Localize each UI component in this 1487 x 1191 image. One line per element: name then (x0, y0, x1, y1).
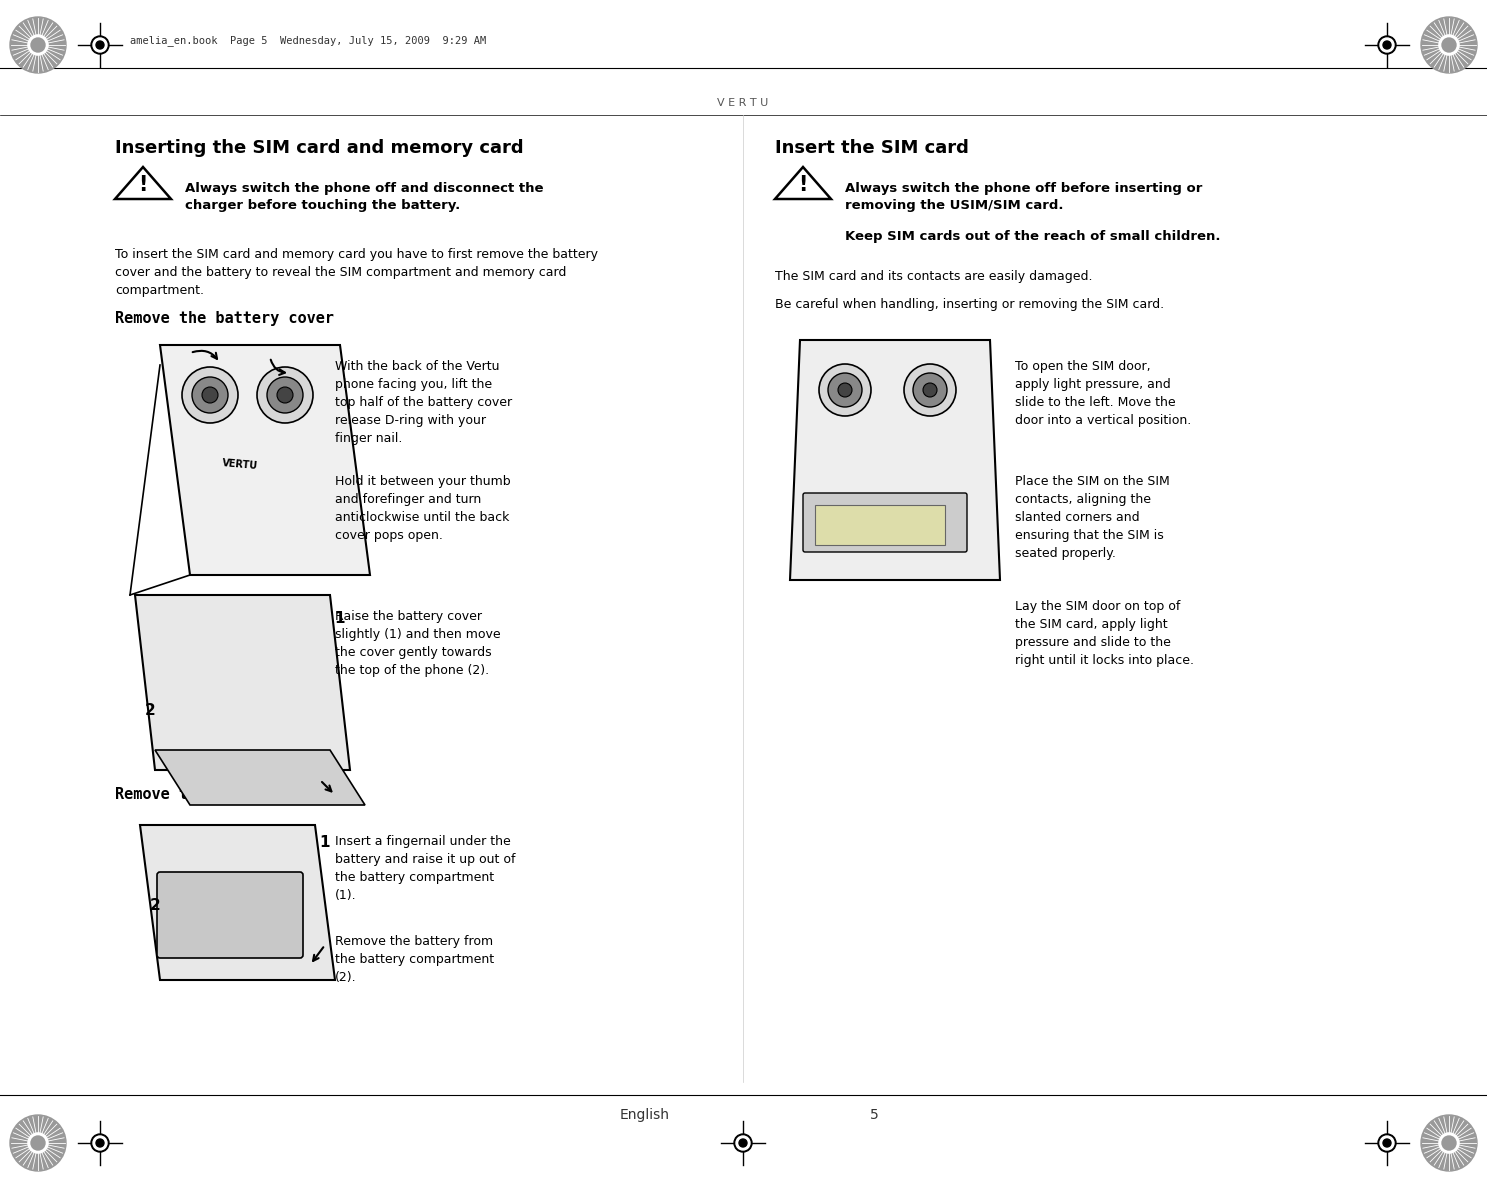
Circle shape (1422, 1115, 1477, 1171)
Circle shape (31, 38, 45, 52)
Text: Inserting the SIM card and memory card: Inserting the SIM card and memory card (114, 139, 523, 157)
Circle shape (1442, 1136, 1456, 1151)
Circle shape (1442, 38, 1456, 52)
Polygon shape (775, 167, 831, 199)
Text: 5: 5 (870, 1108, 879, 1122)
Circle shape (904, 364, 956, 416)
Text: 2: 2 (144, 703, 155, 718)
Circle shape (28, 1133, 48, 1153)
Circle shape (828, 373, 862, 407)
Polygon shape (161, 345, 370, 575)
Circle shape (1383, 1139, 1390, 1147)
Circle shape (1380, 1136, 1393, 1151)
Text: To open the SIM door,
apply light pressure, and
slide to the left. Move the
door: To open the SIM door, apply light pressu… (1016, 360, 1191, 428)
Circle shape (1439, 1133, 1459, 1153)
Circle shape (736, 1136, 749, 1151)
Text: !: ! (799, 175, 807, 195)
Circle shape (1439, 35, 1459, 55)
Text: VERTU: VERTU (222, 459, 259, 472)
Circle shape (913, 373, 947, 407)
Circle shape (10, 1115, 65, 1171)
Circle shape (28, 35, 48, 55)
Circle shape (923, 384, 937, 397)
Circle shape (1383, 40, 1390, 49)
Circle shape (94, 38, 107, 52)
Circle shape (839, 384, 852, 397)
Text: Raise the battery cover
slightly (1) and then move
the cover gently towards
the : Raise the battery cover slightly (1) and… (335, 610, 501, 676)
Text: V E R T U: V E R T U (717, 98, 769, 108)
Text: Always switch the phone off and disconnect the
charger before touching the batte: Always switch the phone off and disconne… (184, 182, 544, 212)
Polygon shape (135, 596, 349, 771)
Circle shape (94, 1136, 107, 1151)
Circle shape (268, 378, 303, 413)
FancyBboxPatch shape (815, 505, 946, 545)
Circle shape (97, 40, 104, 49)
Text: Be careful when handling, inserting or removing the SIM card.: Be careful when handling, inserting or r… (775, 298, 1164, 311)
Polygon shape (790, 339, 999, 580)
Text: The SIM card and its contacts are easily damaged.: The SIM card and its contacts are easily… (775, 270, 1093, 283)
FancyBboxPatch shape (158, 872, 303, 958)
Polygon shape (114, 167, 171, 199)
Circle shape (91, 36, 109, 54)
Circle shape (257, 367, 312, 423)
FancyBboxPatch shape (803, 493, 967, 551)
Text: Remove the battery cover: Remove the battery cover (114, 311, 335, 325)
Text: 2: 2 (150, 898, 161, 913)
Circle shape (1378, 1134, 1396, 1152)
Text: Hold it between your thumb
and forefinger and turn
anticlockwise until the back
: Hold it between your thumb and forefinge… (335, 475, 510, 542)
Circle shape (91, 1134, 109, 1152)
Circle shape (31, 1136, 45, 1151)
Circle shape (1380, 38, 1393, 52)
Text: amelia_en.book  Page 5  Wednesday, July 15, 2009  9:29 AM: amelia_en.book Page 5 Wednesday, July 15… (129, 36, 486, 46)
Text: Always switch the phone off before inserting or
removing the USIM/SIM card.: Always switch the phone off before inser… (845, 182, 1203, 212)
Circle shape (1422, 17, 1477, 73)
Text: Insert a fingernail under the
battery and raise it up out of
the battery compart: Insert a fingernail under the battery an… (335, 835, 516, 902)
Text: English: English (620, 1108, 671, 1122)
Circle shape (192, 378, 228, 413)
Text: !: ! (138, 175, 147, 195)
Polygon shape (155, 750, 364, 805)
Circle shape (819, 364, 871, 416)
Text: To insert the SIM card and memory card you have to first remove the battery
cove: To insert the SIM card and memory card y… (114, 248, 598, 297)
Text: Insert the SIM card: Insert the SIM card (775, 139, 970, 157)
Text: 1: 1 (320, 835, 330, 850)
Text: 1: 1 (335, 611, 345, 626)
Circle shape (739, 1139, 746, 1147)
Text: Remove the battery: Remove the battery (114, 787, 280, 803)
Circle shape (277, 387, 293, 403)
Polygon shape (140, 825, 335, 980)
Circle shape (735, 1134, 752, 1152)
Text: With the back of the Vertu
phone facing you, lift the
top half of the battery co: With the back of the Vertu phone facing … (335, 360, 512, 445)
Text: Keep SIM cards out of the reach of small children.: Keep SIM cards out of the reach of small… (845, 230, 1221, 243)
Text: Place the SIM on the SIM
contacts, aligning the
slanted corners and
ensuring tha: Place the SIM on the SIM contacts, align… (1016, 475, 1170, 560)
Circle shape (97, 1139, 104, 1147)
Circle shape (181, 367, 238, 423)
Circle shape (1378, 36, 1396, 54)
Circle shape (202, 387, 219, 403)
Text: Lay the SIM door on top of
the SIM card, apply light
pressure and slide to the
r: Lay the SIM door on top of the SIM card,… (1016, 600, 1194, 667)
Circle shape (10, 17, 65, 73)
Text: Remove the battery from
the battery compartment
(2).: Remove the battery from the battery comp… (335, 935, 494, 984)
